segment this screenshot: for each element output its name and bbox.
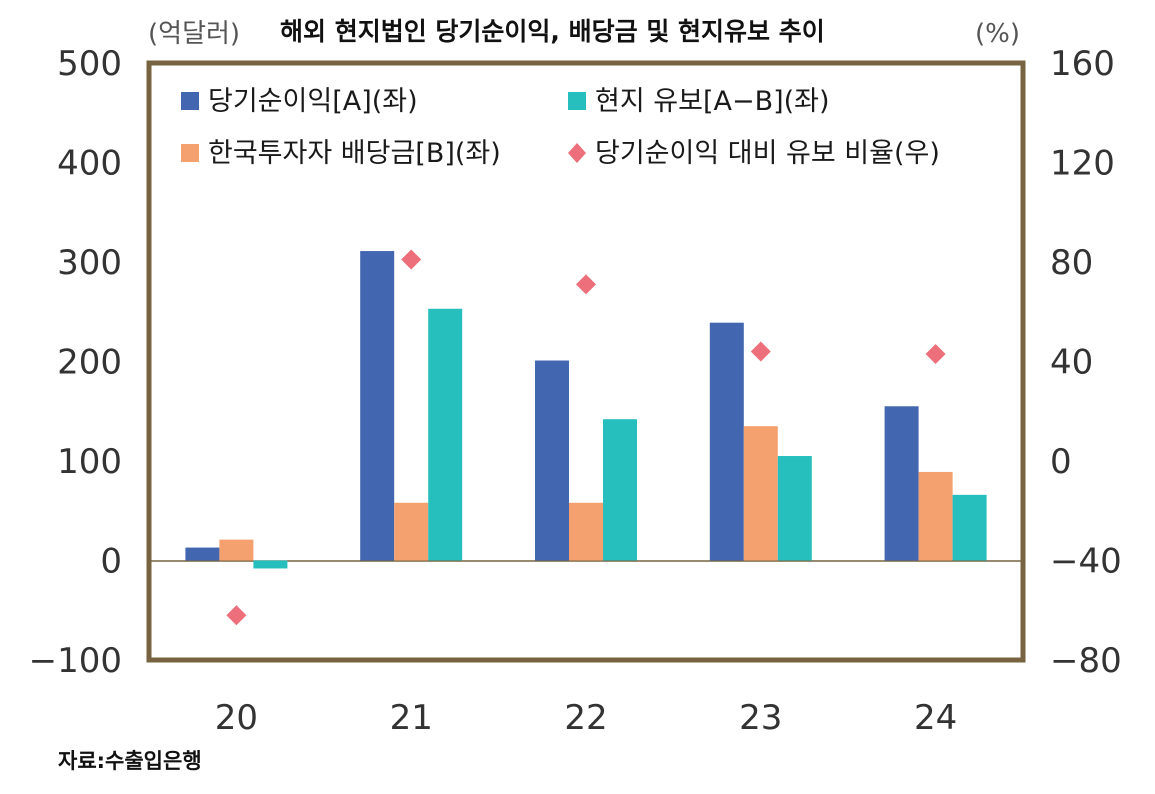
right-axis-ticks: 160 120 80 40 0 −40 −80 <box>1050 44 1122 681</box>
ratio-marker-24 <box>925 344 946 365</box>
bar-0-23 <box>709 322 744 561</box>
bar-0-21 <box>360 251 395 561</box>
ratio-marker-21 <box>401 249 422 270</box>
x-tick-label: 22 <box>564 698 607 738</box>
legend-swatch-ratio <box>568 143 586 163</box>
left-tick-label: 0 <box>100 542 122 582</box>
bars-group <box>185 251 987 569</box>
x-tick-label: 23 <box>739 698 782 738</box>
left-tick-label: 500 <box>57 44 122 84</box>
right-tick-label: −80 <box>1050 641 1122 681</box>
bar-1-22 <box>569 502 603 561</box>
ratio-marker-22 <box>576 274 596 295</box>
x-tick-label: 21 <box>390 698 433 738</box>
right-tick-label: 80 <box>1050 243 1093 283</box>
bar-0-20 <box>185 547 220 561</box>
right-tick-label: 40 <box>1050 343 1093 383</box>
bar-1-20 <box>219 539 254 561</box>
bar-0-24 <box>884 406 919 561</box>
right-tick-label: −40 <box>1050 542 1122 582</box>
legend-swatch-net-income <box>181 92 199 110</box>
left-tick-label: 200 <box>57 343 122 383</box>
legend: 당기순이익[A](좌) 현지 유보[A−B](좌) 한국투자자 배당금[B](좌… <box>181 86 940 169</box>
left-tick-label: 400 <box>57 144 122 184</box>
legend-swatch-dividend <box>181 144 199 162</box>
legend-label-retained: 현지 유보[A−B](좌) <box>595 86 830 117</box>
right-unit-label: (%) <box>975 19 1020 49</box>
legend-label-dividend: 한국투자자 배당금[B](좌) <box>208 138 501 169</box>
left-tick-label: −100 <box>29 641 122 681</box>
bar-1-21 <box>394 502 429 561</box>
right-tick-label: 120 <box>1050 144 1115 184</box>
ratio-marker-20 <box>226 605 247 626</box>
right-tick-label: 160 <box>1050 44 1115 84</box>
right-tick-label: 0 <box>1050 442 1072 482</box>
bar-0-22 <box>535 360 569 561</box>
bar-2-23 <box>777 456 812 561</box>
bar-1-23 <box>743 426 778 561</box>
plot-frame <box>146 60 1026 663</box>
bar-2-21 <box>428 308 463 561</box>
legend-label-net-income: 당기순이익[A](좌) <box>208 86 418 117</box>
bar-2-24 <box>952 494 987 561</box>
legend-label-ratio: 당기순이익 대비 유보 비율(우) <box>595 138 940 169</box>
legend-swatch-retained <box>568 92 586 110</box>
x-tick-label: 24 <box>914 698 957 738</box>
left-tick-label: 100 <box>57 442 122 482</box>
source-note: 자료:수출입은행 <box>58 749 202 773</box>
left-axis-ticks: 500 400 300 200 100 0 −100 <box>29 44 122 681</box>
x-axis-ticks: 20 21 22 23 24 <box>215 698 957 738</box>
chart-title: 해외 현지법인 당기순이익, 배당금 및 현지유보 추이 <box>280 17 825 46</box>
x-tick-label: 20 <box>215 698 258 738</box>
left-unit-label: (억달러) <box>148 19 240 49</box>
bar-2-22 <box>603 419 637 561</box>
left-tick-label: 300 <box>57 243 122 283</box>
bar-1-24 <box>918 471 953 561</box>
ratio-marker-23 <box>750 341 771 362</box>
bar-2-20 <box>253 560 288 569</box>
markers-group <box>226 249 946 626</box>
